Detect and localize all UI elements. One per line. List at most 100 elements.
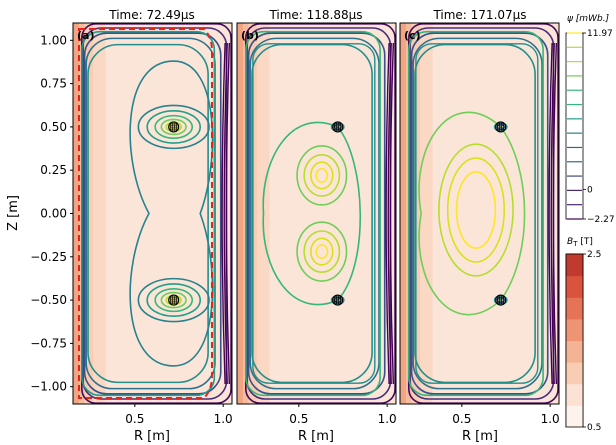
y-axis: 1.00 0.75 0.50 0.25 0.00 −0.25 −0.50 −0.75 −1.00: [30, 33, 73, 394]
flux-contour-core: [455, 171, 497, 249]
panel-a-plot: [73, 23, 232, 404]
flux-contour-lobe: [315, 167, 329, 183]
flux-contour-edge: [550, 42, 555, 385]
coil-marker: [168, 294, 180, 306]
coil-marker: [495, 121, 507, 133]
y-axis-label: Z [m]: [6, 195, 21, 231]
bt-tick-label: 0.5: [587, 423, 601, 433]
flux-contour-bound: [415, 43, 539, 384]
bt-tick-label: 2.5: [587, 250, 601, 260]
psi-colorbar-frame: [565, 32, 584, 220]
bt-color-band: [566, 275, 583, 298]
flux-contour-outer: [247, 32, 386, 395]
flux-contour-bound: [245, 30, 381, 397]
psi-tick-label: 11.97: [587, 29, 613, 39]
panel-a-label: (a): [77, 29, 94, 42]
flux-contour-outer: [414, 43, 536, 384]
bt-colorbar-outline: [565, 253, 584, 428]
panel-a-title: Time: 72.49μs: [108, 8, 194, 22]
flux-contour-lobe: [296, 221, 348, 282]
flux-contour-coil: [496, 123, 505, 131]
flux-contour-coil: [160, 291, 187, 309]
psi-colorbar-ticks: 11.97 0 −2.27: [583, 29, 615, 225]
flux-contour-coil: [160, 118, 187, 136]
flux-contour-core: [438, 143, 514, 277]
x-tick-label: 1.0: [541, 412, 560, 426]
panel-c-title: Time: 171.07μs: [432, 8, 526, 22]
flux-contour-edge: [552, 42, 558, 385]
x-tick-label: 1.0: [378, 412, 397, 426]
flux-contour-coil: [330, 121, 345, 132]
panel-b-plot: [237, 23, 396, 404]
coil-marker: [332, 294, 344, 306]
coil-marker: [168, 121, 180, 133]
panel-a: Time: 72.49μs (a): [72, 8, 233, 405]
flux-contour-lobe: [303, 153, 341, 197]
x-tick-label: 0.5: [289, 412, 308, 426]
psi-colorbar-levels: [567, 32, 582, 220]
panel-b-frame: [236, 22, 397, 405]
flux-contour-bound: [252, 43, 376, 384]
flux-contour-coil: [146, 110, 201, 144]
bt-color-band: [566, 340, 583, 363]
flux-contour-coil: [333, 296, 342, 304]
y-tick-label: 0.25: [40, 163, 67, 177]
bt-colorbar-ticks: 2.5 0.5: [583, 250, 601, 433]
psi-colorbar-label: ψ [mWb.]: [567, 14, 610, 24]
y-tick-label: 0.75: [40, 77, 67, 91]
flux-contour-coil: [493, 295, 508, 306]
flux-contour-outer: [410, 32, 549, 395]
flux-contour-coil: [154, 114, 194, 139]
flux-contour-edge: [221, 42, 226, 385]
panel-c-frame: [399, 22, 560, 405]
bt-color-band: [566, 254, 583, 277]
x-tick-label: 1.0: [214, 412, 233, 426]
flux-contour-coil: [154, 288, 194, 313]
flux-contour-coil: [137, 277, 210, 323]
bt-colorbar: BT [T] 2.5 0.5: [565, 237, 601, 433]
flux-contour-lobe: [296, 145, 348, 206]
flux-contour-coil: [330, 295, 345, 306]
bt-color-band: [566, 318, 583, 341]
bt-color-band: [566, 405, 583, 428]
coil-marker: [332, 121, 344, 133]
plasma-boundary: [78, 28, 213, 399]
flux-contour-edge: [387, 42, 392, 385]
x-axes: 0.5 1.0 0.5 1.0 0.5 1.0: [125, 404, 560, 426]
bt-band: [420, 23, 433, 404]
bt-band: [105, 23, 230, 404]
bt-color-band: [566, 383, 583, 406]
flux-contour-edge: [548, 42, 553, 385]
flux-contour-coil: [169, 123, 179, 131]
flux-contour-edge: [385, 42, 390, 385]
x-axis-label-c: R [m]: [462, 429, 498, 444]
x-axis-label-b: R [m]: [298, 429, 334, 444]
flux-contour-bound: [81, 30, 216, 397]
flux-contour-coil: [333, 123, 342, 131]
flux-contour-coil: [137, 104, 210, 150]
flux-contour-core: [446, 157, 506, 263]
bt-band: [73, 23, 80, 404]
y-tick-label: −0.25: [30, 250, 67, 264]
flux-contour-outer: [83, 32, 222, 395]
bt-band: [237, 23, 244, 404]
bt-color-band: [566, 297, 583, 320]
flux-contour-lobe: [310, 161, 334, 190]
flux-contour-separatrix: [418, 111, 526, 316]
y-tick-label: −0.50: [30, 293, 67, 307]
flux-contour-outer: [412, 37, 543, 390]
flux-contour-coil: [146, 283, 201, 317]
x-tick-label: 0.5: [125, 412, 144, 426]
panel-b-title: Time: 118.88μs: [268, 8, 362, 22]
y-tick-label: −0.75: [30, 336, 67, 350]
bt-band: [93, 23, 106, 404]
flux-contour-outer: [249, 37, 380, 390]
x-axis-label-a: R [m]: [134, 429, 170, 444]
panel-b: Time: 118.88μs (b): [236, 8, 397, 405]
y-tick-label: −1.00: [30, 380, 67, 394]
flux-contour-lobe: [303, 230, 341, 274]
bt-colorbar-bands: [565, 253, 584, 428]
psi-tick-label: 0: [587, 185, 593, 195]
y-tick-label: 1.00: [40, 33, 67, 47]
